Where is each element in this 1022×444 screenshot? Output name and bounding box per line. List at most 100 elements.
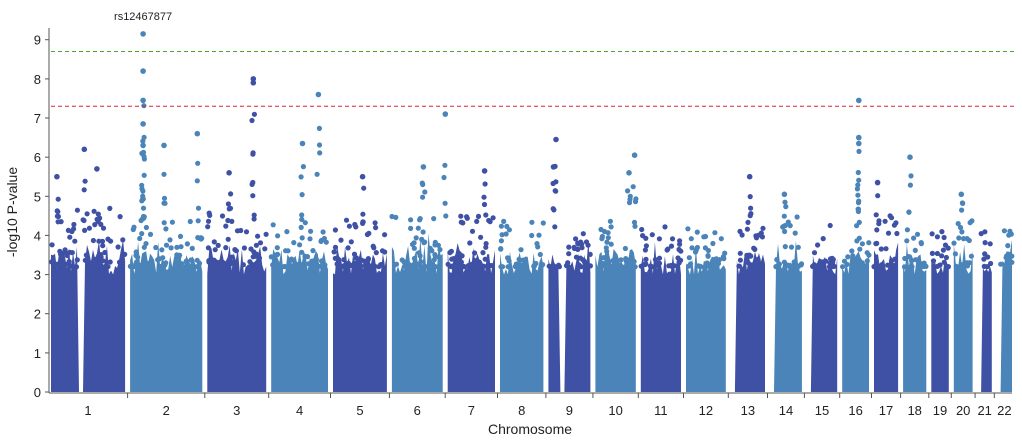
snp-point xyxy=(537,251,543,258)
snp-point xyxy=(854,186,861,192)
peak-snp-3[interactable] xyxy=(250,76,257,82)
snp-point xyxy=(748,205,754,211)
peak-snp-2[interactable] xyxy=(140,97,146,104)
peak-snp-13[interactable] xyxy=(746,173,753,180)
peak-snp-2[interactable] xyxy=(140,142,146,149)
peak-snp-2[interactable] xyxy=(140,31,146,37)
snp-point xyxy=(939,229,945,235)
x-tick-label-chr3: 3 xyxy=(233,403,240,418)
snp-point xyxy=(302,253,308,259)
peak-snp-5[interactable] xyxy=(359,173,366,180)
snp-point xyxy=(299,249,305,255)
peak-snp-3[interactable] xyxy=(250,80,257,86)
snp-point xyxy=(608,241,614,247)
peak-snp-10[interactable] xyxy=(631,152,638,158)
snp-point xyxy=(587,251,593,257)
peak-snp-9[interactable] xyxy=(553,136,559,143)
snp-point xyxy=(482,256,488,262)
snp-point xyxy=(365,257,371,263)
peak-snp-14[interactable] xyxy=(781,191,788,198)
peak-snp-6[interactable] xyxy=(442,111,449,117)
peak-snp-7[interactable] xyxy=(481,168,488,174)
peak-snp-4[interactable] xyxy=(299,140,306,147)
snp-point xyxy=(501,218,507,224)
peak-snp-3[interactable] xyxy=(226,170,232,176)
chromosome-1-points xyxy=(49,205,128,392)
snp-point xyxy=(981,263,987,269)
snp-point xyxy=(372,220,378,226)
snp-point xyxy=(639,226,645,233)
x-tick-label-chr13: 13 xyxy=(741,403,755,418)
snp-point xyxy=(141,134,147,140)
chromosome-8-density xyxy=(500,251,544,392)
chromosome-7-points xyxy=(445,213,496,392)
peak-snp-2[interactable] xyxy=(161,142,167,149)
peak-snp-1[interactable] xyxy=(81,146,88,153)
x-tick-label-chr15: 15 xyxy=(815,403,829,418)
snp-point xyxy=(195,218,201,224)
peak-snp-17[interactable] xyxy=(874,179,881,186)
snp-point xyxy=(233,248,239,254)
snp-point xyxy=(92,222,98,228)
snp-point xyxy=(251,111,257,117)
snp-point xyxy=(745,260,751,266)
peak-snp-1[interactable] xyxy=(54,173,60,180)
peak-snp-2[interactable] xyxy=(140,68,146,74)
snp-point xyxy=(878,246,884,252)
snp-point xyxy=(885,230,892,236)
snp-point xyxy=(480,250,486,256)
snp-point xyxy=(250,193,256,199)
snp-point xyxy=(442,200,448,206)
snp-point xyxy=(718,236,724,242)
peak-snp-10[interactable] xyxy=(626,170,632,176)
peak-snp-20[interactable] xyxy=(958,191,965,198)
snp-point xyxy=(251,216,257,222)
snp-point xyxy=(211,239,217,245)
snp-point xyxy=(623,256,629,262)
snp-point xyxy=(187,218,193,225)
x-tick-label-chr22: 22 xyxy=(997,403,1011,418)
snp-point xyxy=(630,260,636,266)
snp-point xyxy=(297,242,303,248)
peak-snp-16[interactable] xyxy=(856,140,862,147)
snp-point xyxy=(71,226,77,232)
snp-point xyxy=(829,263,835,270)
snp-point xyxy=(137,235,143,242)
peak-snp-1[interactable] xyxy=(94,166,100,172)
chromosome-19-density xyxy=(931,256,949,392)
snp-point xyxy=(914,231,921,237)
snp-point xyxy=(967,220,973,226)
snp-point xyxy=(316,142,323,148)
snp-point xyxy=(250,150,256,156)
snp-point xyxy=(91,208,97,214)
snp-point xyxy=(877,263,883,269)
peak-snp-2[interactable] xyxy=(140,121,146,127)
snp-point xyxy=(566,264,572,270)
peak-snp-16[interactable] xyxy=(856,134,862,141)
peak-snp-18[interactable] xyxy=(907,154,913,160)
snp-point xyxy=(450,256,457,262)
snp-point xyxy=(249,117,255,124)
snp-point xyxy=(906,209,912,215)
snp-point xyxy=(864,258,870,264)
chromosome-21-points xyxy=(977,229,994,392)
snp-point xyxy=(864,250,870,256)
snp-point xyxy=(503,231,509,237)
snp-point xyxy=(195,205,202,211)
snp-point xyxy=(159,247,165,253)
peak-snp-16[interactable] xyxy=(856,97,862,104)
snp-point xyxy=(818,259,824,265)
snp-point xyxy=(226,206,232,212)
snp-point xyxy=(225,236,231,242)
peak-snp-4[interactable] xyxy=(315,91,322,98)
snp-point xyxy=(207,212,213,218)
peak-snp-2[interactable] xyxy=(194,130,201,137)
snp-point xyxy=(246,264,252,270)
snp-point xyxy=(820,236,826,242)
peak-snp-6[interactable] xyxy=(420,164,427,170)
snp-point xyxy=(823,258,829,264)
chromosome-13-points xyxy=(730,219,766,392)
snp-point xyxy=(332,244,339,250)
snp-point xyxy=(57,263,63,269)
snp-point xyxy=(95,211,101,217)
